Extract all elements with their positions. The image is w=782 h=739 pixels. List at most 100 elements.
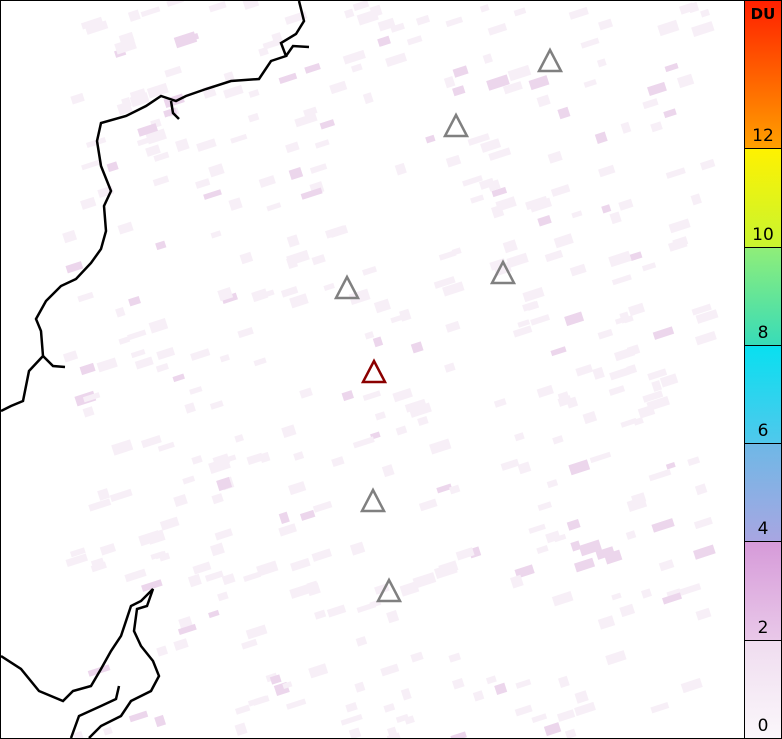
so2-pixel (570, 540, 582, 552)
so2-pixel (564, 728, 577, 739)
so2-pixel (491, 186, 508, 198)
so2-pixel (513, 7, 527, 17)
so2-pixel (352, 436, 375, 449)
so2-pixel (288, 166, 304, 181)
coastline-south (0, 588, 161, 739)
so2-pixel (583, 79, 597, 88)
so2-pixel (450, 731, 467, 739)
so2-pixel (62, 229, 78, 244)
so2-pixel (628, 302, 646, 317)
colorbar-tick (745, 541, 781, 543)
so2-pixel (251, 288, 269, 303)
so2-pixel (65, 553, 88, 568)
so2-pixel (462, 175, 483, 187)
so2-pixel (121, 97, 132, 109)
so2-pixel (404, 715, 415, 725)
volcano-triangle-icon[interactable] (333, 274, 361, 300)
so2-pixel (203, 189, 222, 200)
so2-pixel (514, 432, 525, 442)
so2-pixel (178, 616, 193, 629)
volcano-triangle-icon[interactable] (536, 47, 564, 73)
so2-pixel (536, 94, 551, 108)
volcano-triangle-icon[interactable] (489, 259, 517, 285)
so2-pixel (557, 395, 573, 407)
so2-pixel (580, 37, 600, 49)
so2-pixel (124, 568, 147, 583)
so2-pixel (700, 8, 710, 18)
so2-pixel (568, 459, 591, 476)
volcano-selected-triangle-icon[interactable] (360, 358, 388, 384)
so2-pixel (237, 326, 254, 339)
so2-pixel (127, 9, 141, 22)
so2-pixel (90, 557, 104, 567)
so2-pixel (543, 722, 562, 737)
so2-pixel (642, 98, 659, 110)
so2-pixel (184, 402, 196, 414)
colorbar-band (745, 148, 781, 247)
volcano-triangle-icon[interactable] (375, 577, 403, 603)
so2-pixel (425, 134, 436, 144)
so2-pixel (217, 591, 229, 602)
so2-pixel (115, 306, 126, 318)
so2-pixel (288, 481, 307, 496)
so2-pixel (626, 496, 648, 512)
volcano-triangle-icon[interactable] (442, 112, 470, 138)
colorbar-tick-label: 0 (757, 716, 769, 736)
so2-pixel (550, 184, 571, 197)
so2-pixel (608, 385, 626, 396)
map-panel[interactable] (0, 0, 745, 739)
so2-pixel (619, 603, 636, 618)
so2-pixel (488, 147, 512, 161)
so2-pixel (494, 682, 508, 695)
so2-pixel (487, 23, 508, 36)
so2-pixel (467, 133, 490, 146)
so2-pixel (182, 475, 196, 485)
so2-pixel (154, 714, 167, 728)
so2-pixel (571, 210, 583, 219)
so2-pixel (304, 62, 321, 74)
so2-pixel (103, 726, 113, 736)
so2-pixel (597, 615, 616, 630)
so2-pixel (266, 202, 282, 212)
colorbar-tick (745, 344, 781, 346)
so2-pixel (479, 177, 495, 190)
so2-pixel (609, 367, 630, 381)
so2-pixel (247, 695, 268, 707)
so2-pixel (293, 451, 305, 461)
so2-pixel (65, 261, 84, 274)
so2-pixel (620, 121, 632, 134)
so2-pixel (114, 37, 137, 55)
so2-pixel (348, 727, 362, 739)
volcano-triangle-icon[interactable] (359, 487, 387, 513)
so2-pixel (356, 602, 377, 614)
so2-pixel (544, 249, 564, 263)
so2-pixel (177, 33, 200, 45)
so2-pixel (234, 434, 244, 443)
so2-pixel (392, 388, 413, 403)
so2-pixel (410, 341, 424, 354)
so2-pixel (657, 19, 680, 37)
so2-pixel (208, 609, 220, 619)
map-canvas[interactable] (0, 0, 744, 739)
so2-pixel (479, 4, 490, 13)
so2-pixel (650, 702, 670, 714)
so2-pixel (546, 479, 559, 489)
so2-pixel (545, 530, 561, 544)
so2-pixel (601, 204, 612, 214)
so2-pixel (575, 364, 594, 377)
so2-pixel (311, 548, 333, 562)
so2-pixel (299, 509, 316, 521)
so2-pixel (62, 350, 79, 363)
so2-pixel (329, 224, 349, 238)
so2-pixel (281, 424, 297, 439)
so2-pixel (566, 518, 581, 531)
so2-pixel (99, 543, 117, 556)
so2-pixel (528, 75, 550, 91)
so2-pixel (106, 161, 119, 173)
so2-pixel (667, 238, 688, 252)
so2-pixel (195, 178, 211, 189)
so2-pixel (138, 530, 162, 547)
so2-pixel (80, 196, 97, 210)
so2-pixel (512, 325, 533, 338)
so2-pixel (451, 247, 462, 256)
